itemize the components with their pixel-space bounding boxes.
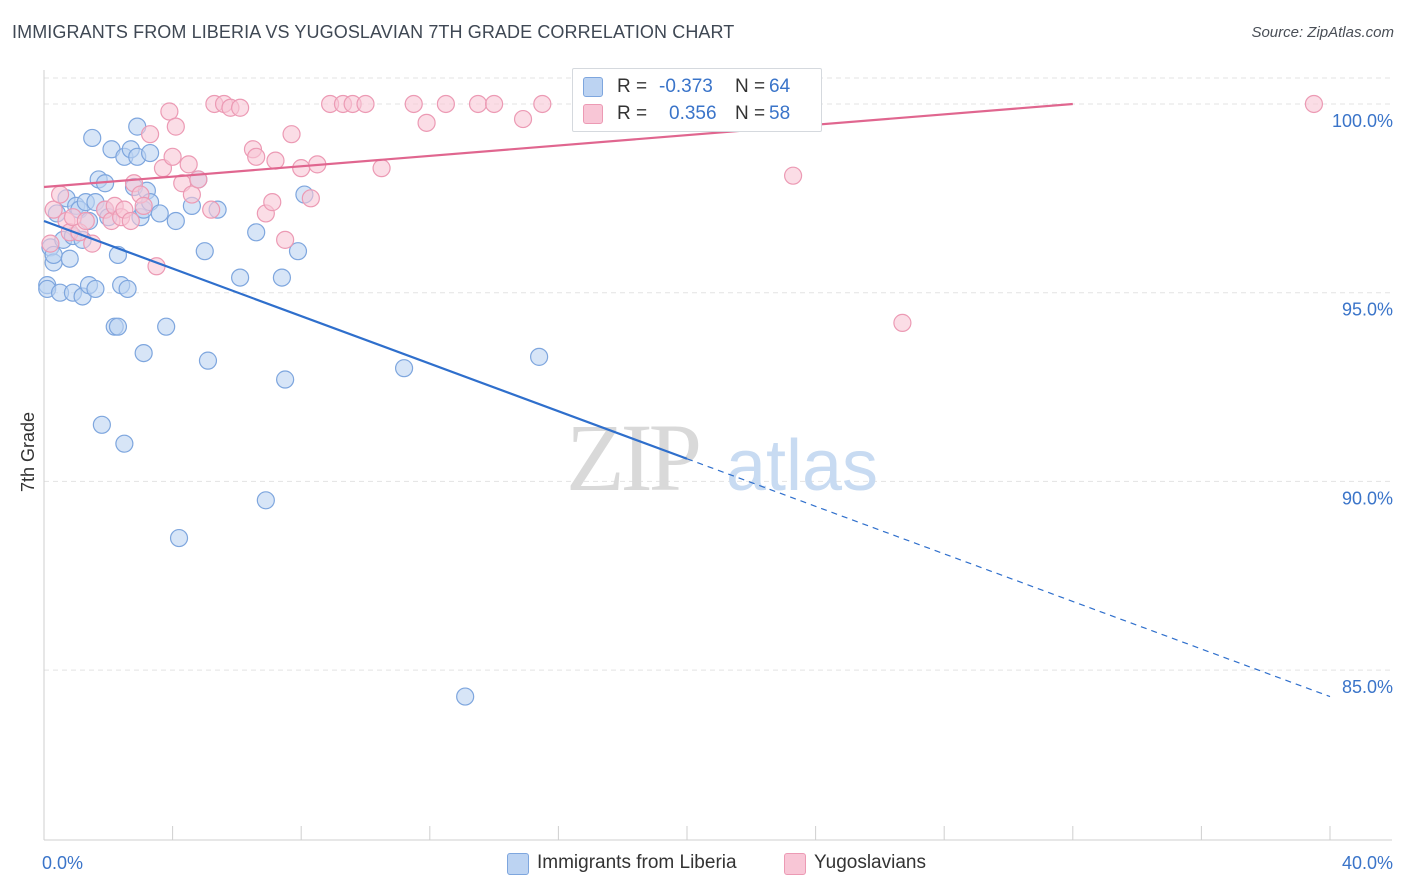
bottom-legend-label-liberia: Immigrants from Liberia xyxy=(537,852,737,873)
y-tick-label: 100.0% xyxy=(1332,111,1393,131)
point-liberia xyxy=(247,223,266,242)
legend-n-label: N = xyxy=(735,103,766,124)
legend-swatch-liberia xyxy=(583,77,603,97)
bottom-legend-swatch-liberia xyxy=(507,853,529,875)
legend-n-label: N = xyxy=(735,76,766,97)
point-yugoslavian xyxy=(247,147,266,166)
point-yugoslavian xyxy=(76,211,95,231)
point-liberia xyxy=(166,211,185,231)
point-yugoslavian xyxy=(160,102,179,121)
grid-lines xyxy=(44,77,1392,671)
legend-r-label: R = xyxy=(617,103,648,124)
legend-swatch-yugoslavians xyxy=(583,104,603,124)
legend-n-value: 58 xyxy=(769,103,791,124)
point-liberia xyxy=(157,317,176,336)
watermark-zip: ZIP xyxy=(566,404,699,511)
point-liberia xyxy=(276,370,295,389)
stats-legend: R = -0.373 N = 64 R = 0.356 N = 58 xyxy=(572,68,822,132)
point-liberia xyxy=(140,143,160,163)
point-yugoslavian xyxy=(166,117,185,136)
y-tick-label: 90.0% xyxy=(1342,488,1393,508)
point-liberia xyxy=(118,279,137,299)
point-yugoslavian xyxy=(163,147,182,166)
point-yugoslavian xyxy=(468,94,488,114)
point-liberia xyxy=(456,687,475,706)
point-yugoslavian xyxy=(513,109,533,129)
x-tick-label: 0.0% xyxy=(42,853,83,873)
trend-line-liberia-projection xyxy=(686,458,1331,698)
point-yugoslavian xyxy=(276,230,295,249)
data-points xyxy=(38,94,1324,706)
point-liberia xyxy=(198,351,218,370)
point-yugoslavian xyxy=(436,94,455,114)
point-yugoslavian xyxy=(182,185,201,204)
point-liberia xyxy=(92,415,111,434)
point-yugoslavian xyxy=(50,185,70,204)
point-liberia xyxy=(169,528,189,548)
point-yugoslavian xyxy=(783,166,803,185)
point-yugoslavian xyxy=(893,313,912,332)
trend-line-liberia xyxy=(43,219,688,460)
point-liberia xyxy=(150,204,169,223)
point-yugoslavian xyxy=(356,94,375,114)
point-liberia xyxy=(231,268,250,287)
point-yugoslavian xyxy=(179,155,198,174)
source-label: Source: ZipAtlas.com xyxy=(1251,24,1394,41)
x-tick-label: 40.0% xyxy=(1342,853,1393,873)
point-liberia xyxy=(86,279,105,299)
point-yugoslavian xyxy=(485,94,504,114)
chart-title: IMMIGRANTS FROM LIBERIA VS YUGOSLAVIAN 7… xyxy=(12,22,735,42)
legend-r-value: -0.373 xyxy=(659,76,713,97)
point-yugoslavian xyxy=(231,98,250,117)
point-liberia xyxy=(394,359,414,378)
point-yugoslavian xyxy=(282,125,301,144)
bottom-legend-label-yugoslavians: Yugoslavians xyxy=(814,852,926,873)
legend-n-value: 64 xyxy=(769,76,791,97)
point-liberia xyxy=(256,491,275,510)
point-liberia xyxy=(288,242,308,261)
point-liberia xyxy=(115,434,134,453)
point-yugoslavian xyxy=(533,94,552,114)
point-yugoslavian xyxy=(134,196,153,215)
point-yugoslavian xyxy=(292,159,311,178)
point-yugoslavian xyxy=(41,234,60,253)
point-yugoslavian xyxy=(263,193,282,212)
axes xyxy=(43,70,1392,841)
point-yugoslavian xyxy=(44,200,63,219)
y-tick-label: 95.0% xyxy=(1342,300,1393,320)
legend-r-value: 0.356 xyxy=(669,103,717,124)
point-yugoslavian xyxy=(121,211,140,231)
point-liberia xyxy=(108,317,128,336)
point-liberia xyxy=(195,242,214,261)
point-liberia xyxy=(530,347,549,366)
point-yugoslavian xyxy=(301,189,320,208)
watermark-atlas: atlas xyxy=(726,426,878,506)
trend-line-yugoslavians xyxy=(43,102,1073,189)
point-yugoslavian xyxy=(372,159,391,178)
point-liberia xyxy=(60,249,79,268)
point-yugoslavian xyxy=(417,113,436,132)
y-tick-label: 85.0% xyxy=(1342,677,1393,697)
point-yugoslavian xyxy=(202,200,221,219)
y-axis-label: 7th Grade xyxy=(18,412,38,492)
point-yugoslavian xyxy=(140,125,160,144)
point-yugoslavian xyxy=(1304,94,1324,114)
bottom-legend-swatch-yugoslavians xyxy=(784,853,806,875)
tick-labels: 85.0% 90.0% 95.0% 100.0% 0.0% 40.0% xyxy=(42,111,1393,873)
point-liberia xyxy=(134,343,153,363)
point-yugoslavian xyxy=(404,94,423,114)
point-yugoslavian xyxy=(266,151,285,170)
point-liberia xyxy=(272,268,292,287)
point-liberia xyxy=(83,128,102,148)
trend-lines xyxy=(43,102,1331,698)
legend-r-label: R = xyxy=(617,76,648,97)
